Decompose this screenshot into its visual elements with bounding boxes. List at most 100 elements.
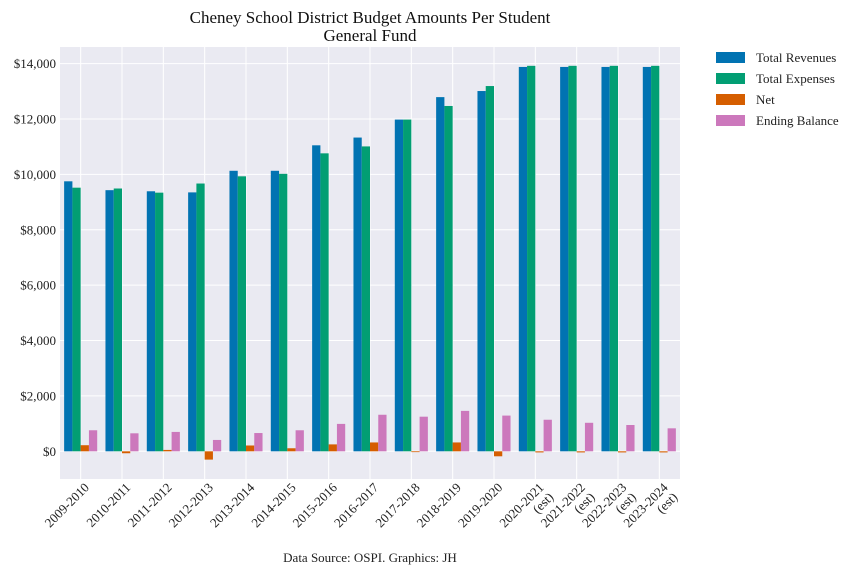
- bar-total-expenses: [651, 65, 660, 452]
- bar-total-expenses: [609, 65, 618, 452]
- bar-total-revenues: [642, 66, 652, 452]
- bar-ending-balance: [295, 430, 304, 452]
- x-tick-label: 2023-2024(est): [620, 479, 680, 539]
- bar-total-revenues: [477, 91, 486, 452]
- bar-ending-balance: [667, 428, 676, 452]
- bar-total-expenses: [403, 119, 412, 452]
- bar-total-expenses: [568, 65, 577, 452]
- bar-net: [80, 445, 89, 452]
- svg-text:2018-2019: 2018-2019: [414, 480, 464, 530]
- legend-label: Total Expenses: [756, 71, 835, 86]
- bar-total-revenues: [394, 119, 404, 452]
- bar-total-expenses: [527, 65, 536, 452]
- y-tick-label: $8,000: [20, 222, 56, 237]
- bar-total-expenses: [155, 192, 164, 452]
- bar-ending-balance: [336, 423, 346, 452]
- y-tick-label: $2,000: [20, 388, 56, 403]
- bar-net: [287, 448, 296, 452]
- bar-net: [204, 451, 213, 460]
- bar-ending-balance: [543, 419, 552, 452]
- bar-net: [122, 451, 131, 454]
- bar-ending-balance: [130, 433, 139, 452]
- bar-total-expenses: [196, 183, 205, 452]
- bar-total-revenues: [353, 137, 362, 452]
- bars: [64, 65, 676, 460]
- svg-text:2014-2015: 2014-2015: [248, 480, 298, 530]
- bar-ending-balance: [212, 439, 222, 452]
- legend: Total Revenues Total Expenses Net Ending Ba…: [716, 50, 839, 128]
- bar-total-revenues: [518, 66, 528, 452]
- y-tick-label: $6,000: [20, 278, 56, 293]
- bar-net: [576, 451, 585, 453]
- bar-total-expenses: [113, 188, 122, 452]
- legend-swatch: [716, 94, 745, 105]
- bar-ending-balance: [460, 410, 470, 452]
- x-tick-label: 2009-2010: [42, 480, 92, 530]
- bar-net: [452, 442, 461, 452]
- bar-net: [535, 451, 544, 453]
- source-note: Data Source: OSPI. Graphics: JH: [283, 550, 457, 565]
- y-tick-label: $10,000: [14, 167, 56, 182]
- bar-total-revenues: [312, 145, 321, 452]
- svg-text:2010-2011: 2010-2011: [83, 480, 133, 530]
- x-tick-label: 2018-2019: [414, 480, 464, 530]
- bar-total-revenues: [188, 192, 197, 452]
- bar-total-expenses: [320, 153, 329, 452]
- bar-net: [163, 449, 172, 452]
- x-tick-label: 2017-2018: [372, 480, 422, 530]
- bar-total-expenses: [444, 105, 453, 452]
- y-tick-label: $14,000: [14, 56, 56, 71]
- y-tick-label: $12,000: [14, 112, 56, 127]
- legend-swatch: [716, 52, 745, 63]
- bar-total-expenses: [485, 86, 494, 452]
- bar-net: [328, 444, 337, 452]
- bar-total-revenues: [436, 97, 445, 452]
- bar-ending-balance: [626, 425, 635, 452]
- x-tick-label: 2019-2020: [455, 480, 505, 530]
- legend-label: Ending Balance: [756, 113, 839, 128]
- svg-text:2009-2010: 2009-2010: [42, 480, 92, 530]
- bar-total-revenues: [105, 190, 114, 452]
- legend-label: Net: [756, 92, 775, 107]
- bar-total-revenues: [270, 170, 280, 452]
- svg-text:2012-2013: 2012-2013: [166, 480, 216, 530]
- bar-total-revenues: [560, 66, 569, 452]
- svg-text:2023-2024(est): 2023-2024(est): [620, 479, 680, 539]
- y-tick-label: $4,000: [20, 333, 56, 348]
- y-tick-label: $0: [43, 444, 56, 459]
- chart-title: Cheney School District Budget Amounts Pe…: [190, 8, 551, 27]
- bar-ending-balance: [378, 414, 387, 452]
- bar-net: [659, 451, 668, 453]
- svg-text:2019-2020: 2019-2020: [455, 480, 505, 530]
- bar-total-revenues: [64, 181, 73, 452]
- legend-swatch: [716, 115, 745, 126]
- bar-ending-balance: [584, 422, 594, 452]
- bar-ending-balance: [254, 433, 263, 452]
- bar-total-expenses: [279, 173, 288, 452]
- x-tick-label: 2012-2013: [166, 480, 216, 530]
- bar-net: [411, 451, 420, 453]
- svg-text:2017-2018: 2017-2018: [372, 480, 422, 530]
- bar-ending-balance: [502, 415, 511, 452]
- bar-ending-balance: [419, 416, 428, 452]
- x-tick-label: 2010-2011: [83, 480, 133, 530]
- bar-net: [618, 451, 627, 453]
- bar-net: [494, 451, 503, 457]
- bar-total-revenues: [146, 191, 156, 452]
- bar-total-expenses: [237, 176, 246, 452]
- legend-swatch: [716, 73, 745, 84]
- bar-total-revenues: [601, 66, 610, 452]
- chart-subtitle: General Fund: [323, 26, 417, 45]
- bar-ending-balance: [171, 431, 180, 452]
- bar-total-revenues: [229, 170, 238, 452]
- bar-ending-balance: [88, 430, 98, 452]
- x-axis-ticks: 2009-20102010-20112011-20122012-20132013…: [42, 479, 681, 539]
- x-tick-label: 2014-2015: [248, 480, 298, 530]
- bar-total-expenses: [361, 146, 370, 452]
- legend-label: Total Revenues: [756, 50, 836, 65]
- bar-net: [246, 445, 255, 452]
- y-axis-ticks: $0 $2,000 $4,000 $6,000 $8,000 $10,000 $12,000…: [14, 56, 56, 459]
- bar-total-expenses: [72, 187, 81, 452]
- bar-net: [370, 442, 379, 452]
